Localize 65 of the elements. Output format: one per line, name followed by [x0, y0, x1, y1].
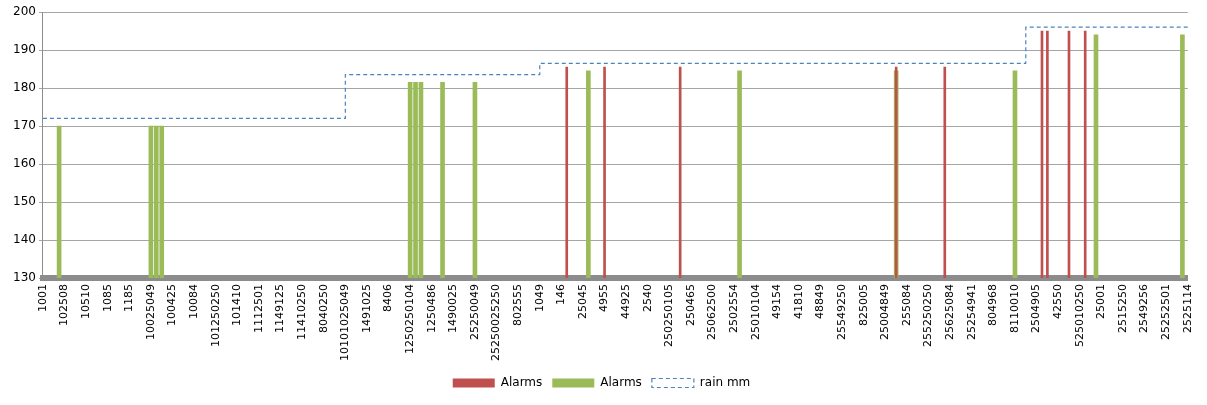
x-tick-label: 102508: [57, 284, 71, 327]
x-tick-label: 101250250: [208, 284, 222, 348]
x-tick-label: 1185: [122, 284, 136, 313]
x-tick-label: 25254941: [964, 284, 978, 341]
x-tick-label: 255084: [899, 284, 913, 327]
x-tick-label: 49154: [770, 284, 784, 320]
x-tick-label: 2504905: [1029, 284, 1043, 334]
x-tick-label: 25062500: [705, 284, 719, 341]
legend-label: rain mm: [699, 375, 751, 390]
x-tick-label: 42550: [1051, 284, 1065, 320]
x-tick-label: 10084: [186, 284, 200, 320]
x-tick-label: 250250105: [662, 284, 676, 348]
x-tick-label: 255250250: [921, 284, 935, 348]
x-tick-label: 1149125: [273, 284, 287, 334]
x-tick-label: 1112501: [251, 284, 265, 334]
y-tick-label: 200: [13, 4, 36, 19]
x-tick-label: 101410: [230, 284, 244, 327]
x-tick-label: 825005: [856, 284, 870, 327]
x-tick-label: 804968: [986, 284, 1000, 327]
x-tick-label: 1001: [35, 284, 49, 313]
y-tick-label: 190: [13, 42, 36, 57]
y-tick-label: 160: [13, 156, 36, 171]
x-tick-label: 146: [554, 284, 568, 306]
x-tick-label: 10510: [78, 284, 92, 320]
x-tick-label: 4955: [597, 284, 611, 313]
x-tick-label: 2540: [640, 284, 654, 313]
x-tick-label: 25250025250: [489, 284, 503, 361]
x-tick-label: 25252501: [1159, 284, 1173, 341]
x-tick-label: 1250250104: [402, 284, 416, 355]
x-tick-label: 1085: [100, 284, 114, 313]
x-tick-label: 11410250: [294, 284, 308, 341]
x-tick-label: 48849: [813, 284, 827, 320]
x-tick-label: 25549250: [835, 284, 849, 341]
x-tick-label: 41810: [791, 284, 805, 320]
x-tick-label: 525010250: [1072, 284, 1086, 348]
x-tick-label: 25004849: [878, 284, 892, 341]
x-tick-label: 100425: [165, 284, 179, 327]
x-tick-label: 1490025: [446, 284, 460, 334]
x-tick-label: 2525114: [1180, 284, 1194, 334]
legend-label: Alarms: [600, 375, 642, 390]
x-tick-label: 8110010: [1007, 284, 1021, 334]
y-tick-label: 140: [13, 232, 36, 247]
x-tick-label: 10025049: [143, 284, 157, 341]
y-tick-label: 170: [13, 118, 36, 133]
x-tick-label: 25250049: [467, 284, 481, 341]
legend-label: Alarms: [500, 375, 543, 390]
x-tick-label: 25625084: [943, 284, 957, 341]
y-tick-label: 130: [13, 270, 36, 285]
x-tick-label: 25010104: [748, 284, 762, 341]
x-tick-label: 1491025: [359, 284, 373, 334]
y-tick-label: 180: [13, 80, 36, 95]
x-tick-label: 8406: [381, 284, 395, 313]
x-tick-label: 250465: [683, 284, 697, 327]
x-tick-label: 2549256: [1137, 284, 1151, 334]
x-tick-label: 25001: [1094, 284, 1108, 320]
x-tick-label: 44925: [619, 284, 633, 320]
x-tick-label: 8040250: [316, 284, 330, 334]
x-tick-label: 10101025049: [338, 284, 352, 361]
x-tick-label: 1049: [532, 284, 546, 313]
x-tick-label: 2515250: [1115, 284, 1129, 334]
x-tick-label: 25045: [575, 284, 589, 320]
x-tick-label: 2502554: [727, 284, 741, 334]
y-tick-label: 150: [13, 194, 36, 209]
x-tick-label: 1250486: [424, 284, 438, 334]
x-tick-label: 802555: [511, 284, 524, 327]
